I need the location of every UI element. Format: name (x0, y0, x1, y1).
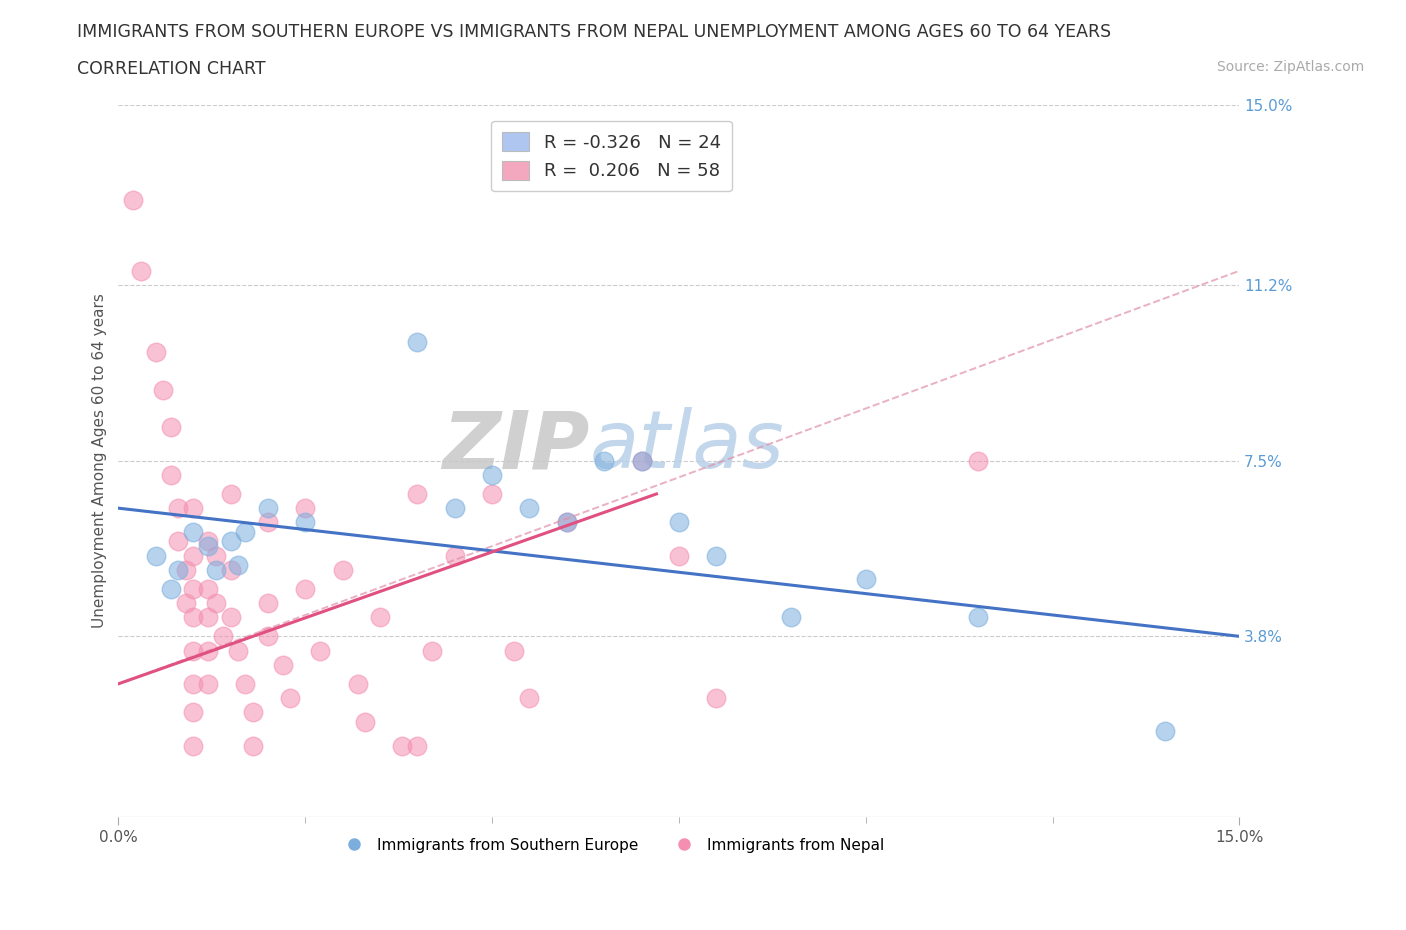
Point (966, 453, 988, 468)
Point (855, 572, 877, 587)
Point (152, 382, 174, 397)
Point (197, 538, 219, 553)
Point (145, 548, 167, 563)
Point (257, 515, 280, 530)
Point (406, 486, 429, 501)
Point (406, 335, 429, 350)
Point (204, 563, 226, 578)
Legend: Immigrants from Southern Europe, Immigrants from Nepal: Immigrants from Southern Europe, Immigra… (333, 831, 890, 859)
Point (368, 610, 391, 625)
Point (167, 534, 190, 549)
Point (257, 500, 280, 515)
Point (391, 738, 413, 753)
Point (197, 534, 219, 549)
Point (174, 563, 197, 578)
Point (519, 691, 541, 706)
Point (159, 468, 181, 483)
Point (332, 563, 354, 578)
Point (212, 629, 235, 644)
Point (481, 486, 503, 501)
Text: CORRELATION CHART: CORRELATION CHART (77, 60, 266, 78)
Point (242, 705, 264, 720)
Point (1153, 724, 1175, 738)
Point (181, 705, 204, 720)
Point (668, 515, 690, 530)
Point (181, 738, 204, 753)
Point (443, 500, 465, 515)
Point (271, 658, 294, 672)
Point (167, 500, 190, 515)
Point (593, 453, 616, 468)
Point (503, 644, 526, 658)
Point (704, 691, 727, 706)
Point (704, 548, 727, 563)
Point (219, 563, 242, 578)
Point (181, 581, 204, 596)
Point (668, 548, 690, 563)
Point (630, 453, 652, 468)
Point (219, 486, 242, 501)
Point (159, 581, 181, 596)
Text: ZIP: ZIP (441, 407, 589, 485)
Point (555, 515, 578, 530)
Point (235, 676, 257, 691)
Point (219, 534, 242, 549)
Point (481, 468, 503, 483)
Point (966, 610, 988, 625)
Point (630, 453, 652, 468)
Point (197, 581, 219, 596)
Point (294, 581, 316, 596)
Point (226, 558, 249, 573)
Point (197, 676, 219, 691)
Point (294, 500, 316, 515)
Text: Source: ZipAtlas.com: Source: ZipAtlas.com (1216, 60, 1364, 74)
Point (197, 610, 219, 625)
Point (181, 525, 204, 539)
Point (406, 738, 429, 753)
Point (122, 193, 145, 207)
Point (226, 644, 249, 658)
Point (174, 596, 197, 611)
Point (181, 500, 204, 515)
Text: IMMIGRANTS FROM SOUTHERN EUROPE VS IMMIGRANTS FROM NEPAL UNEMPLOYMENT AMONG AGES: IMMIGRANTS FROM SOUTHERN EUROPE VS IMMIG… (77, 23, 1112, 41)
Point (354, 714, 377, 729)
Point (145, 344, 167, 359)
Point (780, 610, 803, 625)
Text: atlas: atlas (589, 407, 785, 485)
Point (346, 676, 368, 691)
Point (519, 500, 541, 515)
Y-axis label: Unemployment Among Ages 60 to 64 years: Unemployment Among Ages 60 to 64 years (93, 293, 107, 628)
Point (204, 596, 226, 611)
Point (181, 610, 204, 625)
Point (294, 515, 316, 530)
Point (257, 629, 280, 644)
Point (181, 644, 204, 658)
Point (181, 548, 204, 563)
Point (219, 610, 242, 625)
Point (242, 738, 264, 753)
Point (420, 644, 443, 658)
Point (159, 420, 181, 435)
Point (235, 525, 257, 539)
Point (257, 596, 280, 611)
Point (181, 676, 204, 691)
Point (129, 263, 152, 278)
Point (278, 691, 301, 706)
Point (443, 548, 465, 563)
Point (197, 644, 219, 658)
Point (309, 644, 332, 658)
Point (167, 563, 190, 578)
Point (204, 548, 226, 563)
Point (555, 515, 578, 530)
